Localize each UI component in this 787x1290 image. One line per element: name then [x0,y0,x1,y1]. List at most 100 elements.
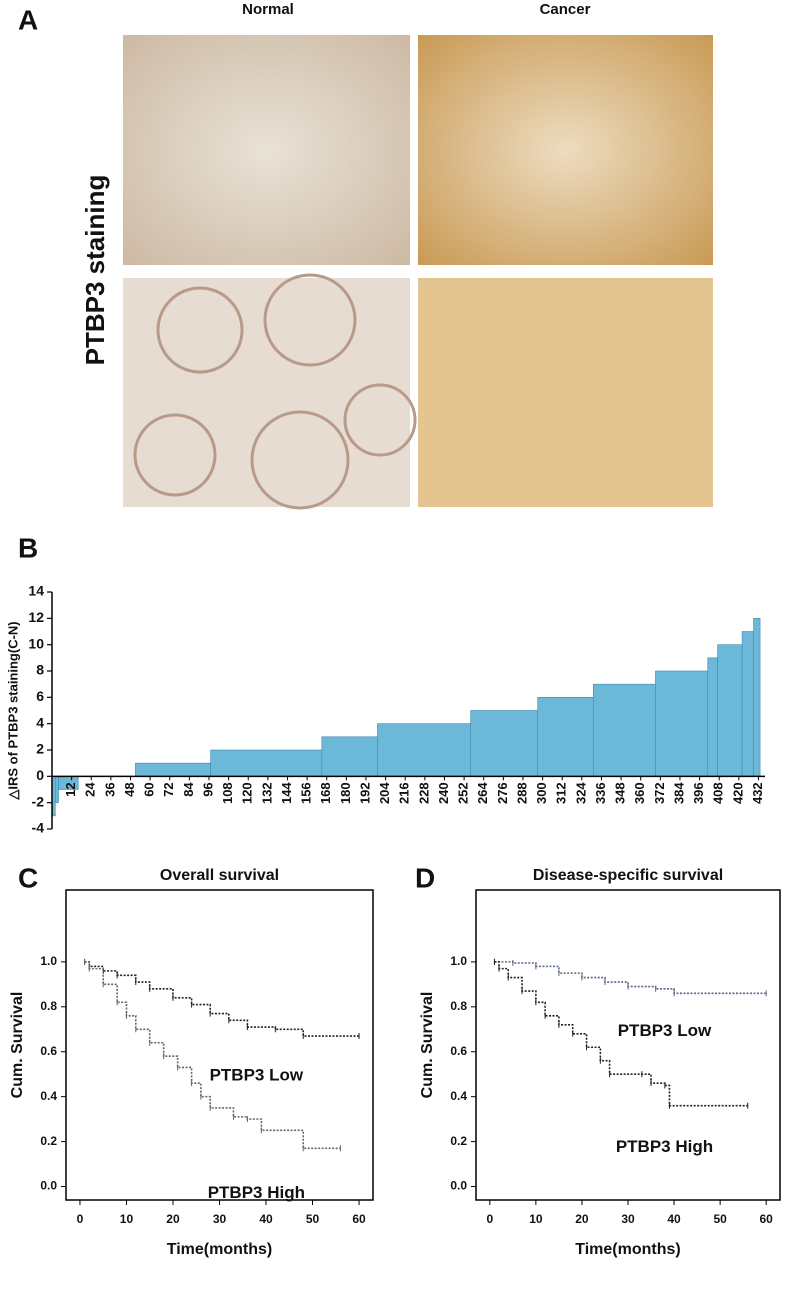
y-tick-label: 6 [36,688,44,704]
gland-shapes [133,273,417,510]
column-label: Normal [242,1,294,18]
bar [655,670,709,777]
x-tick-label: 24 [83,782,98,797]
x-tick-label: 192 [357,782,372,804]
bar [54,776,59,803]
x-tick-label: 276 [495,782,510,804]
y-tick-label: 8 [36,662,44,678]
series-label: PTBP3 Low [618,1021,712,1040]
y-tick-label: 0.4 [40,1089,57,1103]
y-tick-label: 0.8 [450,999,467,1013]
row-label: PTBP3 staining [80,175,110,366]
y-tick-label: 10 [28,635,44,651]
y-tick-label: 0.0 [450,1179,467,1193]
y-tick-label: 4 [36,714,44,730]
bar [470,710,538,777]
x-tick-label: 432 [750,782,765,804]
x-tick-label: 396 [691,782,706,804]
y-tick-label: 14 [28,583,44,599]
y-tick-label: 0.4 [450,1089,467,1103]
x-tick-label: 108 [220,782,235,804]
survival-curve [494,961,748,1107]
bar [592,683,656,777]
y-tick-label: 1.0 [40,954,57,968]
x-tick-label: 348 [613,782,628,804]
image-normal-low [123,35,410,265]
y-tick-label: 0.0 [40,1179,57,1193]
x-tick-label: 252 [456,782,471,804]
x-tick-label: 408 [711,782,726,804]
survival-curve [84,961,341,1150]
x-tick-label: 84 [181,782,196,797]
chart-title: Disease-specific survival [533,867,723,884]
x-tick-label: 336 [593,782,608,804]
x-tick-label: 312 [554,782,569,804]
y-tick-label: 0.6 [450,1044,467,1058]
y-tick-label: 0.6 [40,1044,57,1058]
x-tick-label: 132 [259,782,274,804]
x-tick-label: 360 [632,782,647,804]
bar [707,657,718,777]
series-label: PTBP3 High [208,1183,305,1202]
chart-title: Overall survival [160,867,279,884]
x-tick-label: 288 [514,782,529,804]
bar [377,723,471,777]
x-tick-label: 168 [318,782,333,804]
x-tick-label: 20 [575,1212,589,1226]
x-tick-label: 10 [529,1212,543,1226]
x-tick-label: 0 [77,1212,84,1226]
x-axis-title: Time(months) [575,1241,680,1258]
y-tick-label: 12 [28,609,44,625]
x-tick-label: 30 [621,1212,635,1226]
survival-curve [494,961,767,995]
x-tick-label: 384 [671,782,686,804]
x-tick-label: 10 [120,1212,134,1226]
x-tick-label: 228 [416,782,431,804]
y-tick-label: -4 [32,820,45,836]
x-tick-label: 60 [352,1212,366,1226]
series-label: PTBP3 High [616,1137,713,1156]
bar [210,749,323,777]
x-tick-label: 60 [142,782,157,796]
x-tick-label: 204 [377,782,392,804]
x-tick-label: 240 [436,782,451,804]
x-tick-label: 156 [299,782,314,804]
panel-label: B [18,532,38,563]
series-label: PTBP3 Low [210,1065,304,1084]
x-tick-label: 72 [161,782,176,796]
y-axis-title: Cum. Survival [9,992,26,1099]
y-axis-title: △IRS of PTBP3 staining(C-N) [5,621,20,800]
y-axis-title: Cum. Survival [419,992,436,1099]
x-tick-label: 144 [279,782,294,804]
x-tick-label: 264 [475,782,490,804]
bar [717,644,743,777]
x-axis-title: Time(months) [167,1241,272,1258]
image-cancer-high [418,278,713,507]
x-tick-label: 60 [760,1212,774,1226]
y-tick-label: 0 [36,767,44,783]
x-tick-label: 20 [166,1212,180,1226]
x-tick-label: 120 [240,782,255,804]
x-tick-label: 48 [122,782,137,796]
y-tick-label: 1.0 [450,954,467,968]
bar [741,631,754,777]
x-tick-label: 36 [102,782,117,796]
y-tick-label: 0.8 [40,999,57,1013]
x-tick-label: 216 [397,782,412,804]
x-tick-label: 180 [338,782,353,804]
x-tick-label: 96 [200,782,215,796]
bar [753,618,761,777]
panel-label: C [18,862,38,893]
image-cancer-low [418,35,713,265]
y-tick-label: 0.2 [450,1134,467,1148]
x-tick-label: 50 [306,1212,320,1226]
x-tick-label: 420 [730,782,745,804]
column-label: Cancer [540,1,591,18]
x-tick-label: 12 [63,782,78,796]
plot-frame [65,889,374,1201]
bar [135,762,211,777]
x-tick-label: 372 [652,782,667,804]
bar [321,736,378,777]
panel-label: D [415,862,435,893]
